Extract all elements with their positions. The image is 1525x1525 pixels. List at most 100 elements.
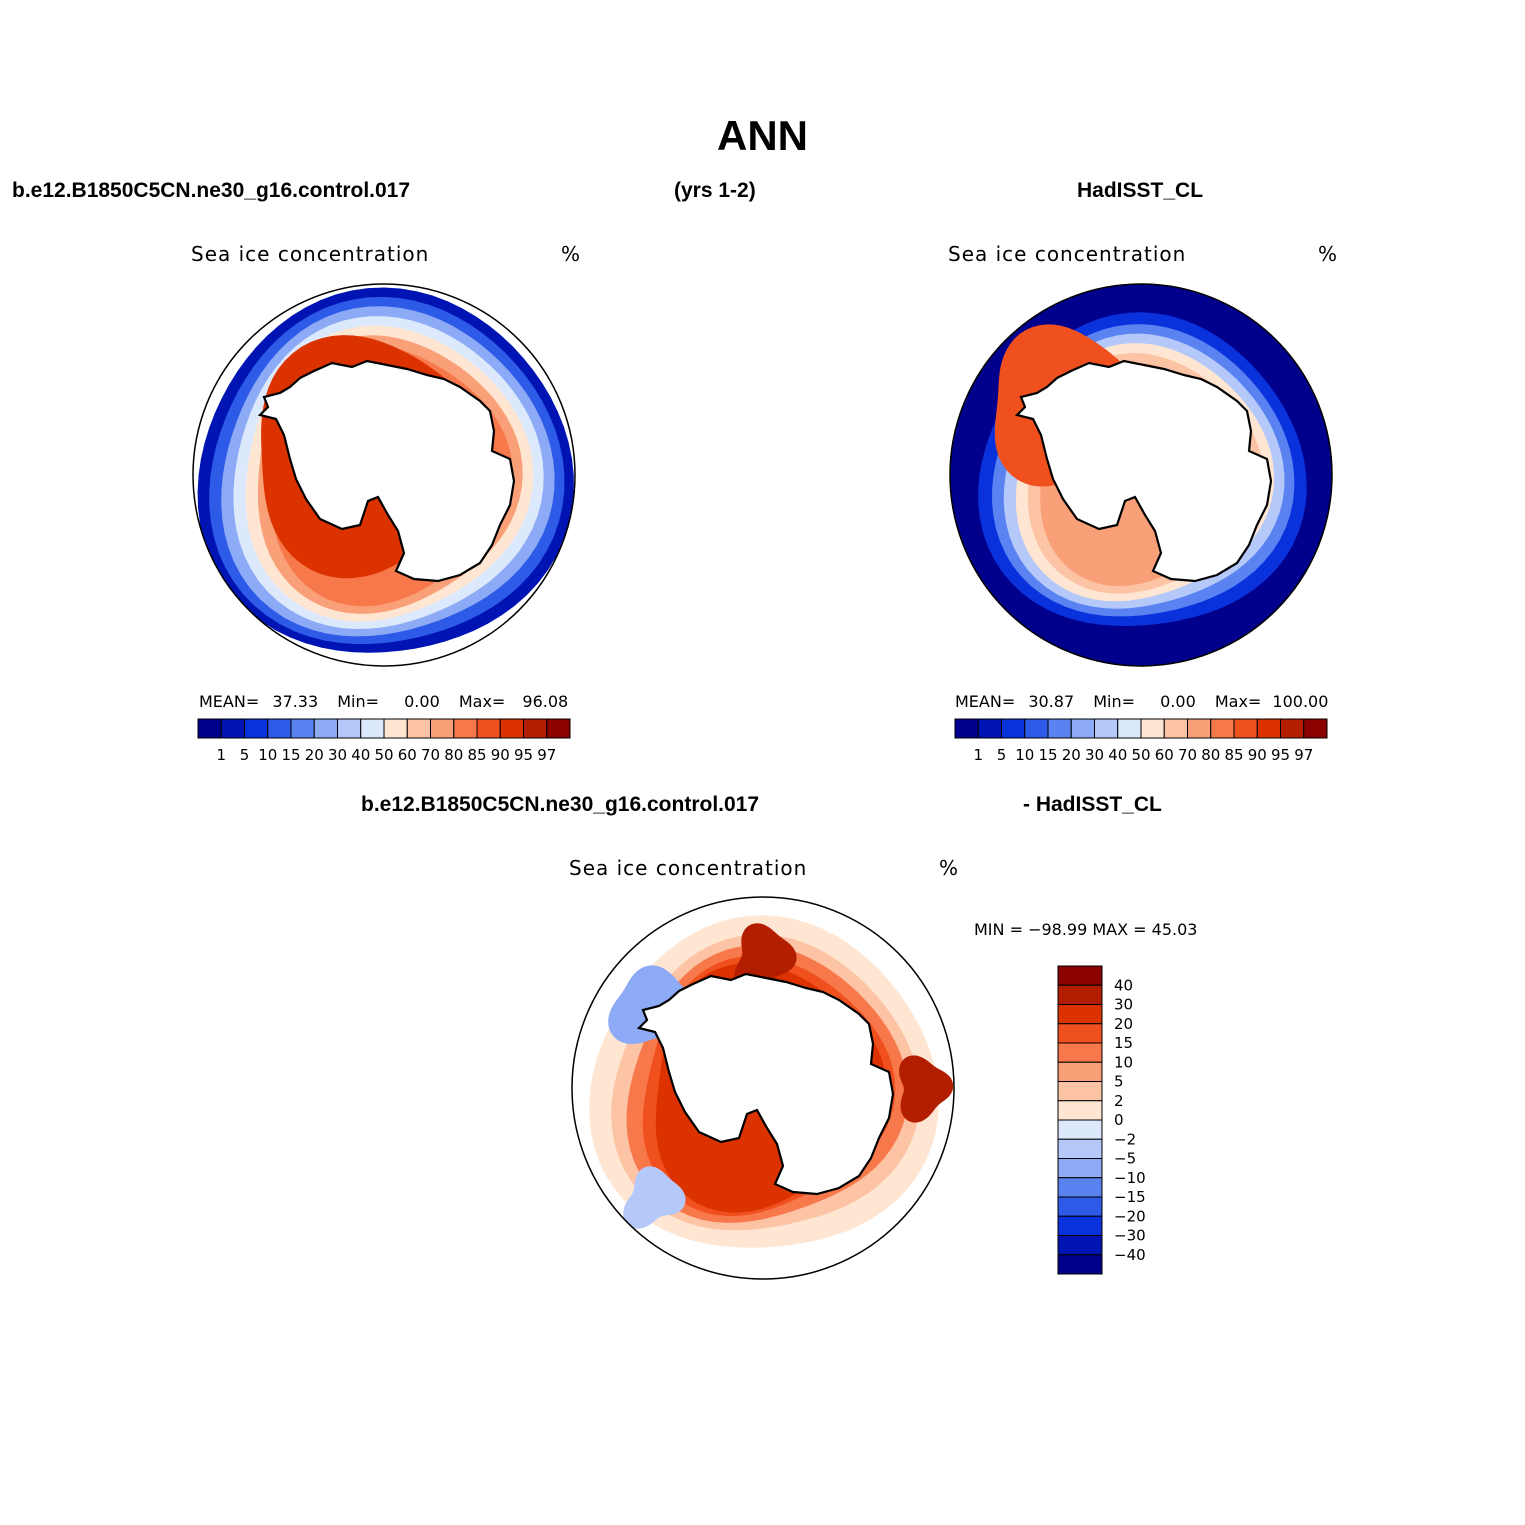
obs-mean-label: MEAN= xyxy=(955,692,1016,711)
obs-colorbar-tick-label: 70 xyxy=(1178,746,1197,764)
diff-colorbar-tick-label: 5 xyxy=(1114,1073,1124,1091)
model-colorbar-tick-label: 70 xyxy=(421,746,440,764)
model-colorbar-tick-label: 80 xyxy=(444,746,463,764)
model-colorbar: 1 5 10 15 20 30 40 50 60 70 80 85 90 95 97 xyxy=(197,718,571,764)
model-colorbar-tick-label: 60 xyxy=(398,746,417,764)
diff-min-max-readout: MIN = −98.99 MAX = 45.03 xyxy=(974,920,1198,939)
model-field xyxy=(193,284,575,666)
diff-colorbar-tick-label: −10 xyxy=(1114,1169,1146,1187)
model-mean-label: MEAN= xyxy=(199,692,260,711)
obs-colorbar-swatch xyxy=(954,718,979,739)
obs-colorbar-tick-label: 60 xyxy=(1155,746,1174,764)
obs-panel-units: % xyxy=(1318,242,1339,266)
obs-panel-title: Sea ice concentration xyxy=(948,242,1187,266)
model-min-label: Min= xyxy=(337,692,380,711)
model-panel-title: Sea ice concentration xyxy=(191,242,430,266)
model-colorbar-swatch xyxy=(523,718,548,739)
diff-colorbar-swatch xyxy=(1057,965,1103,986)
diff-colorbar-tick-label: 15 xyxy=(1114,1034,1133,1052)
model-colorbar-tick-label: 1 xyxy=(216,746,226,764)
obs-colorbar: 1 5 10 15 20 30 40 50 60 70 80 85 90 95 97 xyxy=(954,718,1328,764)
diff-colorbar-tick-label: 30 xyxy=(1114,996,1133,1014)
model-colorbar-swatch xyxy=(313,718,338,739)
diff-colorbar-swatch xyxy=(1057,1215,1103,1236)
obs-case-name: HadISST_CL xyxy=(1077,179,1204,202)
obs-colorbar-swatch xyxy=(1233,718,1258,739)
years-label: (yrs 1-2) xyxy=(674,179,756,202)
model-colorbar-swatch xyxy=(453,718,478,739)
diff-colorbar-tick-label: −15 xyxy=(1114,1188,1146,1206)
obs-field xyxy=(950,284,1332,666)
diff-colorbar-swatch xyxy=(1057,1004,1103,1025)
obs-colorbar-swatch xyxy=(1187,718,1212,739)
obs-polar-map xyxy=(949,283,1333,667)
obs-colorbar-swatch xyxy=(1047,718,1072,739)
diff-minus-obs: - HadISST_CL xyxy=(1023,793,1162,816)
obs-colorbar-tick-label: 1 xyxy=(973,746,983,764)
model-colorbar-swatch xyxy=(290,718,315,739)
obs-colorbar-tick-label: 40 xyxy=(1108,746,1127,764)
diff-colorbar-swatch xyxy=(1057,1158,1103,1179)
model-colorbar-tick-label: 5 xyxy=(240,746,250,764)
figure-title: ANN xyxy=(717,112,808,159)
diff-colorbar-tick-label: 2 xyxy=(1114,1092,1124,1110)
obs-colorbar-tick-label: 10 xyxy=(1015,746,1034,764)
model-colorbar-swatch xyxy=(430,718,455,739)
diff-colorbar-swatch xyxy=(1057,1138,1103,1159)
model-max-label: Max= xyxy=(458,692,506,711)
obs-mean-value: 30.87 xyxy=(1028,692,1075,711)
obs-colorbar-swatch xyxy=(977,718,1002,739)
obs-colorbar-swatch xyxy=(1094,718,1119,739)
model-colorbar-tick-label: 95 xyxy=(514,746,533,764)
model-colorbar-swatch xyxy=(220,718,245,739)
diff-colorbar-tick-label: −40 xyxy=(1114,1246,1146,1264)
obs-colorbar-tick-label: 30 xyxy=(1085,746,1104,764)
diff-colorbar-swatch xyxy=(1057,1061,1103,1082)
obs-colorbar-tick-label: 20 xyxy=(1062,746,1081,764)
obs-colorbar-tick-label: 95 xyxy=(1271,746,1290,764)
diff-panel-units: % xyxy=(939,856,960,880)
diff-panel-title: Sea ice concentration xyxy=(569,856,808,880)
diff-colorbar-tick-label: −20 xyxy=(1114,1207,1146,1225)
model-colorbar-swatch xyxy=(197,718,222,739)
diff-map-boundary xyxy=(571,896,955,1280)
obs-stats: MEAN= 30.87 Min= 0.00 Max= 100.00 xyxy=(955,692,1328,711)
obs-colorbar-swatch xyxy=(1210,718,1235,739)
model-colorbar-tick-label: 90 xyxy=(491,746,510,764)
diff-case-name: b.e12.B1850C5CN.ne30_g16.control.017 xyxy=(361,793,760,816)
diff-colorbar-swatch xyxy=(1057,1100,1103,1121)
obs-colorbar-tick-label: 80 xyxy=(1201,746,1220,764)
diff-colorbar-swatch xyxy=(1057,1119,1103,1140)
obs-colorbar-tick-label: 90 xyxy=(1248,746,1267,764)
model-colorbar-tick-label: 15 xyxy=(281,746,300,764)
model-colorbar-tick-label: 30 xyxy=(328,746,347,764)
model-panel-units: % xyxy=(561,242,582,266)
diff-colorbar-tick-label: 10 xyxy=(1114,1053,1133,1071)
diff-colorbar-swatch xyxy=(1057,984,1103,1005)
obs-colorbar-tick-label: 85 xyxy=(1224,746,1243,764)
model-antarctica-coastline xyxy=(257,359,516,583)
model-colorbar-tick-label: 97 xyxy=(537,746,556,764)
diff-contour-band xyxy=(899,1055,954,1123)
model-colorbar-swatch xyxy=(546,718,571,739)
obs-colorbar-swatch xyxy=(1024,718,1049,739)
obs-min-label: Min= xyxy=(1093,692,1136,711)
model-polar-map xyxy=(192,283,576,667)
obs-colorbar-tick-label: 50 xyxy=(1131,746,1150,764)
diff-colorbar-tick-label: −5 xyxy=(1114,1150,1136,1168)
obs-colorbar-tick-label: 15 xyxy=(1038,746,1057,764)
model-colorbar-swatch xyxy=(476,718,501,739)
model-colorbar-swatch xyxy=(406,718,431,739)
diff-colorbar-swatch xyxy=(1057,1177,1103,1198)
model-colorbar-tick-label: 50 xyxy=(374,746,393,764)
diff-colorbar-swatch xyxy=(1057,1196,1103,1217)
diff-antarctica-coastline xyxy=(636,972,895,1196)
model-stats: MEAN= 37.33 Min= 0.00 Max= 96.08 xyxy=(199,692,568,711)
obs-colorbar-swatch xyxy=(1117,718,1142,739)
diff-colorbar-tick-label: −2 xyxy=(1114,1130,1136,1148)
obs-colorbar-swatch xyxy=(1163,718,1188,739)
diff-colorbar-swatch xyxy=(1057,1254,1103,1275)
diff-field xyxy=(572,897,954,1279)
diff-colorbar-swatch xyxy=(1057,1023,1103,1044)
